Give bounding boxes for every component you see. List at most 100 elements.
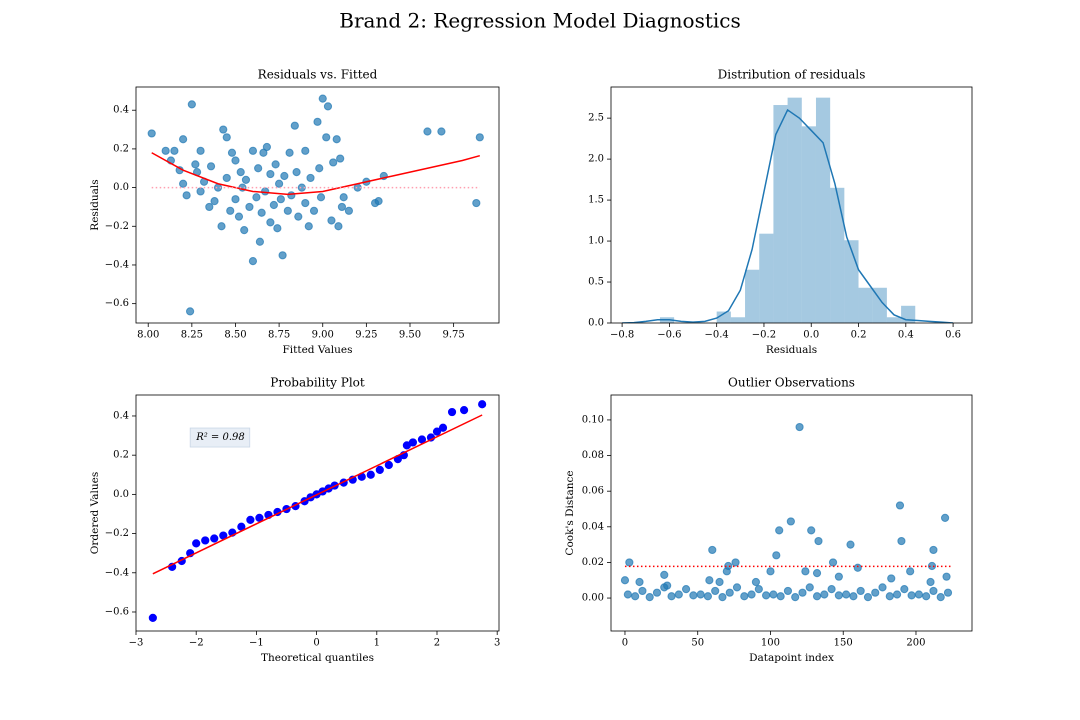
y-tick-label: 0.0: [588, 318, 604, 329]
point: [900, 585, 909, 594]
point: [329, 158, 338, 167]
point: [478, 400, 487, 409]
point: [732, 583, 742, 592]
point: [853, 563, 862, 572]
point: [895, 501, 905, 510]
plot-area: [622, 97, 954, 323]
point: [801, 567, 810, 576]
point: [772, 551, 781, 560]
point: [907, 591, 916, 600]
line: [152, 414, 483, 575]
point: [689, 591, 698, 600]
plot-area: [620, 422, 953, 602]
point: [652, 588, 662, 597]
point: [248, 146, 258, 155]
point: [248, 256, 258, 266]
point: [807, 526, 816, 535]
point: [148, 613, 157, 622]
point: [196, 146, 205, 155]
axes-frame: [135, 86, 500, 324]
point: [846, 540, 855, 549]
x-tick-label: 9.00: [312, 330, 334, 341]
point: [271, 160, 280, 169]
point: [280, 171, 289, 181]
point: [887, 574, 896, 583]
point: [718, 593, 727, 602]
x-tick-label: 3: [494, 638, 500, 649]
point: [332, 135, 341, 144]
hist-bar: [830, 187, 845, 323]
point: [266, 169, 275, 179]
point: [475, 133, 484, 142]
point: [227, 148, 237, 157]
point: [747, 590, 756, 599]
y-tick-label: −0.4: [105, 259, 129, 270]
point: [776, 592, 785, 601]
point: [408, 438, 418, 447]
point: [241, 175, 251, 184]
point: [336, 154, 345, 163]
point: [254, 164, 263, 173]
point: [322, 133, 331, 142]
point: [725, 588, 734, 597]
point: [294, 212, 303, 221]
x-tick-label: 1: [374, 638, 380, 649]
point: [472, 198, 481, 208]
y-tick-label: 2.5: [588, 113, 604, 124]
point: [191, 160, 200, 169]
point: [447, 407, 457, 417]
point: [222, 133, 231, 142]
point: [309, 206, 319, 215]
point: [927, 561, 937, 571]
point: [262, 142, 271, 152]
point: [210, 534, 219, 543]
point: [731, 558, 740, 567]
point: [170, 146, 179, 155]
line: [151, 152, 481, 196]
hist-bar: [844, 240, 859, 323]
x-tick-label: 0.6: [945, 330, 961, 341]
point: [318, 94, 327, 103]
axes-frame: [610, 86, 973, 324]
axes-title: Distribution of residuals: [718, 68, 866, 82]
point: [196, 187, 205, 196]
point: [834, 572, 843, 581]
point: [323, 102, 333, 111]
point: [663, 581, 672, 590]
y-tick-label: 0.4: [113, 105, 129, 116]
x-axis-label: Datapoint index: [749, 652, 834, 664]
annotation: R² = 0.98: [195, 432, 245, 443]
point: [842, 590, 851, 599]
point: [384, 460, 393, 470]
y-tick-label: 0.0: [113, 489, 129, 500]
hist-bar: [759, 233, 774, 323]
y-tick-label: 0.5: [588, 277, 604, 288]
x-tick-label: 2: [434, 638, 440, 649]
x-tick-label: 8.50: [224, 330, 246, 341]
point: [231, 195, 240, 204]
point: [856, 586, 865, 596]
y-tick-label: 0.2: [113, 450, 129, 461]
x-tick-label: −0.8: [610, 330, 634, 341]
point: [929, 545, 938, 555]
point: [276, 195, 285, 204]
x-tick-label: 0.0: [803, 330, 819, 341]
point: [635, 577, 644, 587]
point: [459, 405, 469, 415]
figure-title: Brand 2: Regression Model Diagnostics: [339, 9, 741, 33]
point: [417, 435, 427, 444]
x-tick-label: −2: [189, 638, 204, 649]
point: [255, 237, 265, 246]
point: [897, 536, 906, 546]
point: [334, 222, 343, 231]
y-tick-label: 1.0: [588, 236, 604, 247]
y-axis-label: Ordered Values: [89, 472, 101, 554]
point: [754, 585, 763, 594]
plot-area: [148, 400, 487, 622]
point: [696, 590, 705, 599]
point: [820, 590, 829, 599]
point: [942, 572, 951, 581]
y-tick-label: 0.08: [582, 450, 604, 461]
point: [929, 586, 938, 596]
point: [210, 197, 219, 206]
